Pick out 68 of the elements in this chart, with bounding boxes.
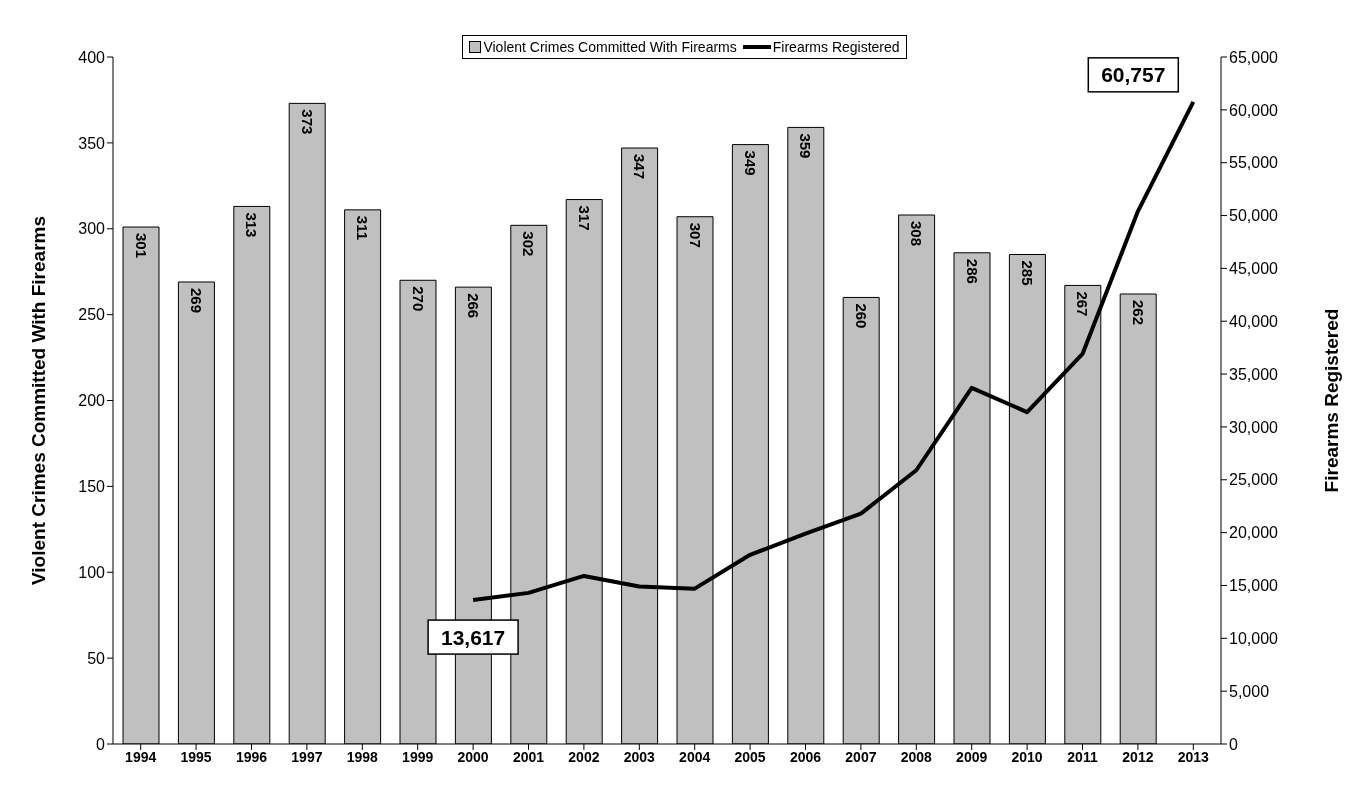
data-label: 349 (741, 150, 759, 176)
y2-tick-label: 35,000 (1229, 365, 1279, 383)
x-tick-label: 2011 (1067, 748, 1098, 765)
y-tick-label: 200 (78, 392, 106, 410)
data-label: 307 (686, 222, 704, 248)
x-tick-label: 1997 (291, 748, 323, 765)
legend-label: Firearms Registered (771, 39, 900, 55)
y2-tick-label: 20,000 (1229, 524, 1279, 542)
y2-tick-label: 0 (1229, 735, 1238, 753)
x-tick-label: 2003 (623, 748, 656, 765)
y2-tick-label: 60,000 (1229, 101, 1279, 119)
x-tick-label: 2008 (900, 748, 933, 765)
data-label: 313 (243, 212, 261, 238)
data-label: 285 (1018, 260, 1036, 286)
x-tick-label: 2002 (568, 748, 600, 765)
data-label: 13,617 (440, 625, 506, 649)
y2-tick-label: 55,000 (1229, 154, 1279, 172)
x-tick-label: 2004 (679, 748, 711, 765)
data-label: 347 (631, 154, 649, 180)
y-tick-label: 250 (78, 306, 106, 324)
data-label: 269 (187, 287, 205, 314)
y2-tick-label: 5,000 (1229, 682, 1270, 700)
y2-tick-label: 30,000 (1229, 418, 1279, 436)
data-label: 311 (354, 215, 372, 241)
x-tick-label: 1994 (125, 748, 157, 765)
data-label: 317 (575, 205, 593, 231)
data-label: 301 (132, 233, 150, 259)
x-tick-label: 2012 (1122, 748, 1154, 765)
x-tick-label: 1998 (346, 748, 379, 765)
y2-tick-label: 50,000 (1229, 207, 1279, 225)
data-label: 262 (1129, 300, 1147, 326)
x-tick-label: 2006 (789, 748, 822, 765)
data-label: 270 (409, 286, 427, 312)
y2-tick-label: 40,000 (1229, 312, 1279, 330)
data-label: 302 (520, 231, 538, 257)
data-label: 266 (464, 293, 482, 319)
data-label: 359 (797, 133, 815, 159)
data-label: 260 (852, 303, 870, 329)
y2-tick-label: 25,000 (1229, 471, 1279, 489)
x-tick-label: 2005 (734, 748, 766, 765)
x-tick-label: 1995 (180, 748, 212, 765)
y-tick-label: 100 (78, 563, 106, 581)
legend-label: Violent Crimes Committed With Firearms (482, 39, 737, 55)
x-tick-label: 2013 (1177, 748, 1210, 765)
y-tick-label: 150 (78, 478, 106, 496)
x-tick-label: 2001 (512, 748, 545, 765)
y-axis-title: Violent Crimes Committed With Firearms (27, 216, 49, 585)
x-tick-label: 1996 (235, 748, 268, 765)
x-tick-label: 2010 (1011, 748, 1043, 765)
data-label: 373 (298, 109, 316, 135)
x-tick-label: 2000 (457, 748, 489, 765)
y-tick-label: 50 (87, 649, 106, 667)
data-label: 308 (908, 221, 926, 247)
y-tick-label: 0 (96, 735, 106, 753)
x-tick-label: 2007 (845, 748, 877, 765)
y2-axis-title: Firearms Registered (1320, 308, 1342, 493)
y-tick-label: 400 (78, 48, 106, 66)
y2-tick-label: 10,000 (1229, 629, 1279, 647)
data-label: 267 (1074, 291, 1092, 317)
y-tick-label: 350 (78, 134, 106, 152)
y2-tick-label: 65,000 (1229, 48, 1279, 66)
x-tick-label: 1999 (402, 748, 434, 765)
data-label: 286 (963, 258, 981, 284)
y-tick-label: 300 (78, 220, 106, 238)
y2-tick-label: 15,000 (1229, 577, 1279, 595)
y2-tick-label: 45,000 (1229, 260, 1279, 278)
data-label: 60,757 (1101, 63, 1166, 87)
x-tick-label: 2009 (956, 748, 988, 765)
